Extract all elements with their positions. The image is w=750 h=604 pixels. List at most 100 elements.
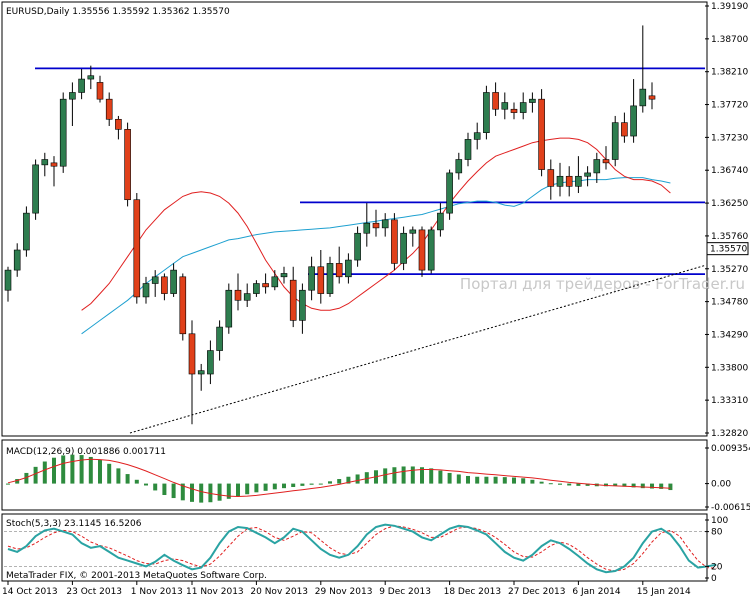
candle-body (4, 269, 12, 291)
macd-bar (493, 476, 498, 484)
candle-body (216, 326, 223, 351)
candle-body (602, 159, 610, 164)
candle-body (179, 276, 187, 335)
stoch-tick-label: 0 (711, 574, 717, 584)
macd-bar (364, 472, 369, 484)
y-tick-label: 1.36740 (711, 166, 748, 176)
macd-bar (6, 483, 10, 485)
candle-body (262, 283, 269, 288)
macd-bar (456, 474, 461, 484)
y-tick-label: 1.34780 (711, 298, 748, 308)
y-tick-label: 1.34290 (711, 330, 748, 340)
macd-bar (668, 483, 673, 491)
macd-bar (272, 483, 277, 490)
candle-body (584, 172, 591, 177)
candle-body (501, 102, 509, 110)
candle-body (575, 175, 582, 187)
macd-bar (355, 474, 360, 484)
stoch-tick-label: 100 (711, 516, 728, 526)
x-tick-label: 20 Nov 2013 (250, 587, 308, 597)
macd-bar (640, 483, 645, 489)
candle-body (78, 78, 85, 93)
candle-body (234, 289, 242, 301)
macd-bar (512, 477, 516, 484)
x-tick-label: 14 Oct 2013 (2, 587, 58, 597)
macd-bar (539, 481, 544, 484)
macd-bar (190, 483, 194, 502)
current-price-box (706, 242, 749, 256)
stoch-main-line (7, 523, 717, 574)
candle-body (372, 222, 380, 229)
candle-body (427, 229, 435, 271)
candle-body (593, 159, 601, 174)
macd-bar (134, 479, 139, 484)
candle-body (188, 333, 196, 375)
macd-bar (604, 483, 608, 487)
macd-bar (125, 474, 130, 484)
candle-body (197, 370, 205, 375)
main-panel-frame (1, 1, 708, 437)
macd-bar (199, 483, 204, 503)
macd-bar (309, 483, 314, 485)
candle-body (50, 162, 58, 167)
y-tick-label: 1.32820 (711, 429, 748, 439)
macd-bar (88, 456, 93, 484)
candle-body (124, 129, 131, 201)
macd-bar (33, 466, 38, 484)
macd-bar (447, 472, 452, 484)
macd-tick-label: 0.00 (711, 480, 731, 490)
y-tick-label: 1.35270 (711, 265, 748, 275)
candle-body (69, 92, 76, 100)
y-tick-label: 1.37230 (711, 133, 748, 143)
y-tick-label: 1.37720 (711, 101, 748, 111)
macd-bar (466, 475, 470, 484)
candle-body (23, 212, 30, 251)
candle-body (418, 229, 426, 271)
candle-body (519, 102, 527, 113)
stoch-tick-label: 20 (711, 562, 723, 572)
candle-body (280, 273, 288, 278)
macd-bar (70, 454, 75, 484)
candle-body (253, 283, 260, 294)
candle-body (207, 350, 214, 375)
macd-bar (42, 461, 47, 484)
macd-bar (346, 476, 351, 484)
macd-bar (631, 483, 636, 488)
candle-body (483, 92, 490, 133)
candle-body (611, 122, 619, 160)
stoch-header: Stoch(5,3,3) 23.1145 16.5206 (6, 519, 142, 529)
x-tick-label: 15 Jan 2014 (637, 587, 691, 597)
candle-body (161, 276, 168, 294)
macd-bar (61, 455, 66, 484)
candle-body (381, 219, 389, 229)
macd-bar (401, 466, 406, 484)
x-tick-label: 6 Jan 2014 (572, 587, 620, 597)
macd-bar (576, 483, 581, 486)
macd-bar (318, 483, 323, 485)
candle-body (621, 122, 628, 137)
macd-bar (558, 483, 562, 485)
macd-bar (337, 479, 342, 484)
macd-bar (116, 468, 121, 484)
candle-body (363, 222, 371, 234)
macd-bar (502, 477, 507, 484)
y-tick-label: 1.36250 (711, 199, 748, 209)
macd-bar (420, 467, 424, 484)
candle-body (446, 172, 453, 214)
current-price-label: 1.35570 (710, 245, 747, 255)
ma-red-line (81, 137, 671, 311)
x-tick-label: 18 Dec 2013 (444, 587, 502, 597)
macd-layer (6, 454, 673, 503)
macd-bar (15, 479, 20, 484)
stoch-signal-line (7, 525, 717, 572)
macd-bar (171, 483, 176, 499)
macd-bar (79, 455, 84, 484)
macd-bar (180, 483, 185, 501)
x-tick-label: 9 Dec 2013 (379, 587, 431, 597)
candle-body (345, 259, 352, 278)
x-tick-label: 23 Oct 2013 (66, 587, 122, 597)
watermark-text: Портал для трейдеров - ForTrader.ru (460, 275, 745, 293)
candle-body (510, 108, 518, 113)
